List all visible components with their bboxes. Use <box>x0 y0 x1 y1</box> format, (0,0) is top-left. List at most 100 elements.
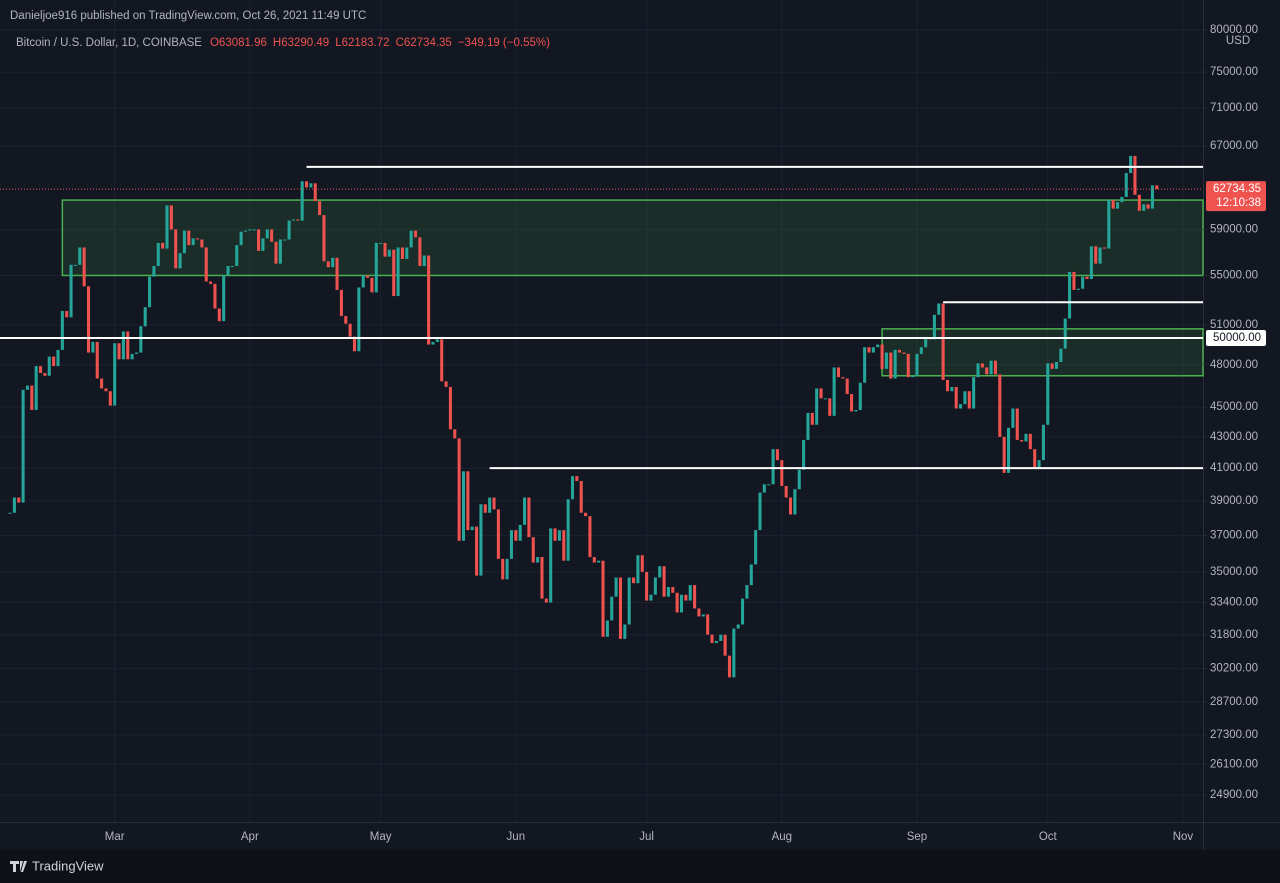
candle <box>819 388 823 399</box>
candle <box>579 481 583 513</box>
candle <box>736 624 740 629</box>
y-tick-label: 67000.00 <box>1210 140 1258 152</box>
y-tick-label: 28700.00 <box>1210 696 1258 708</box>
candle <box>73 264 77 266</box>
candle <box>139 326 143 353</box>
levels <box>0 165 1203 470</box>
candle <box>1072 271 1076 290</box>
candle <box>893 349 897 379</box>
candle <box>1059 348 1063 363</box>
candle <box>514 530 518 541</box>
y-tick-label: 37000.00 <box>1210 529 1258 541</box>
y-tick-label: 48000.00 <box>1210 359 1258 371</box>
candle <box>1137 194 1141 211</box>
candle <box>448 386 452 430</box>
candle <box>993 360 997 375</box>
candle <box>409 230 413 248</box>
candle <box>640 555 644 572</box>
y-tick-label: 31800.00 <box>1210 629 1258 641</box>
candle <box>810 412 814 425</box>
candle <box>400 247 404 259</box>
candle <box>989 360 993 375</box>
candle <box>679 594 684 613</box>
candle <box>1050 363 1054 369</box>
y-tick-label: 59000.00 <box>1210 223 1258 235</box>
candle <box>257 229 261 251</box>
level-label-box <box>1206 329 1266 346</box>
candle <box>475 526 479 576</box>
candle <box>278 239 282 264</box>
candle <box>8 512 12 514</box>
candle <box>396 247 400 297</box>
candle <box>100 378 104 389</box>
candle <box>972 377 976 409</box>
x-tick-label: Aug <box>772 831 792 843</box>
candle <box>1076 288 1080 290</box>
candle <box>182 230 186 254</box>
candle <box>828 398 832 416</box>
candle <box>932 314 936 340</box>
candle <box>662 566 666 597</box>
candle <box>1046 363 1050 425</box>
candle <box>418 237 422 266</box>
candle <box>658 566 662 578</box>
candles <box>8 155 1159 678</box>
candle <box>1011 408 1015 428</box>
candle <box>69 264 73 318</box>
candle <box>86 286 91 353</box>
candle <box>248 229 252 231</box>
candle <box>25 385 29 390</box>
candle <box>632 577 636 584</box>
ohlc-value: L62183.72 <box>335 37 389 49</box>
candle <box>937 303 941 315</box>
candle <box>527 497 531 538</box>
candle <box>566 499 570 561</box>
candle <box>331 257 335 268</box>
candle <box>880 344 884 369</box>
candle <box>274 241 278 264</box>
zone <box>881 328 1204 377</box>
candle <box>361 275 365 288</box>
candle <box>985 367 989 375</box>
candle <box>915 353 919 376</box>
candle <box>318 201 322 216</box>
candle <box>636 555 640 584</box>
candle <box>117 343 121 360</box>
candle <box>296 219 300 221</box>
candle <box>305 181 309 188</box>
candle <box>518 524 522 541</box>
candle <box>313 183 317 202</box>
candle <box>1107 200 1111 249</box>
candle <box>1015 408 1019 440</box>
candle <box>213 283 217 309</box>
x-tick-label: Mar <box>105 831 125 843</box>
candle <box>65 310 69 318</box>
candle <box>161 242 165 249</box>
candle <box>706 614 710 635</box>
y-tick-label: 43000.00 <box>1210 431 1258 443</box>
candle <box>767 484 771 486</box>
candle <box>889 352 893 379</box>
candle <box>784 485 788 498</box>
candle <box>871 347 875 353</box>
candle <box>588 516 592 558</box>
candle <box>1124 173 1128 197</box>
last-price-box <box>1206 181 1266 212</box>
candle <box>618 577 622 639</box>
candle <box>352 336 357 352</box>
candle <box>584 512 588 517</box>
level-label: 50000.00 <box>1213 332 1261 344</box>
candle <box>1111 200 1115 209</box>
candle <box>209 281 213 284</box>
candle <box>1020 439 1024 442</box>
candle <box>666 587 670 597</box>
candle <box>466 471 470 531</box>
candle <box>627 577 631 625</box>
candle <box>1033 449 1037 469</box>
candle <box>461 471 466 541</box>
candle <box>91 341 95 353</box>
candle <box>1089 246 1093 280</box>
candle <box>793 489 797 515</box>
candle <box>788 497 793 515</box>
